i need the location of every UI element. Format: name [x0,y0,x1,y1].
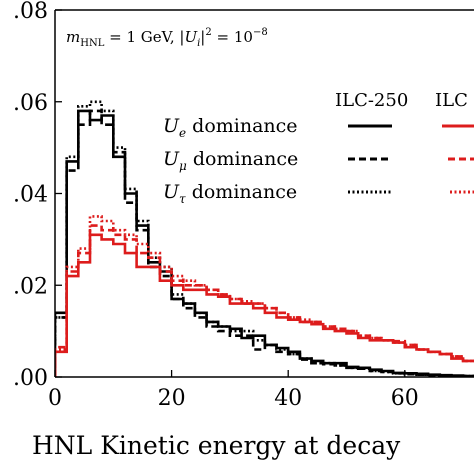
y-tick-label: .08 [13,0,48,24]
histogram-series-5 [55,215,474,377]
y-tick-label: .02 [13,274,48,299]
legend-column-header-ilc: ILC [435,90,468,111]
series-layer [55,100,474,377]
ticks-layer: 0 20 40 60 .00 .02 .04 .06 .08 [13,0,419,411]
x-tick-label: 40 [274,386,302,411]
legend-column-header-ilc250: ILC-250 [335,90,408,111]
y-tick-label: .06 [13,91,48,116]
legend-label-ue-dominance: Ue dominance [163,115,298,140]
legend: ILC-250 ILC Ue dominance Uμ dominance Uτ… [163,90,474,206]
histogram-series-4 [55,224,474,377]
legend-label-umu-dominance: Uμ dominance [163,148,298,173]
y-tick-label: .04 [13,183,48,208]
legend-label-utau-dominance: Uτ dominance [163,181,297,206]
chart-annotation: mHNL = 1 GeV, |Ui|2 = 10−8 [66,27,268,49]
x-tick-label: 20 [158,386,186,411]
x-tick-label: 0 [48,386,62,411]
x-axis-title: HNL Kinetic energy at decay [32,431,401,460]
y-tick-label: .00 [13,366,48,391]
x-tick-label: 60 [391,386,419,411]
